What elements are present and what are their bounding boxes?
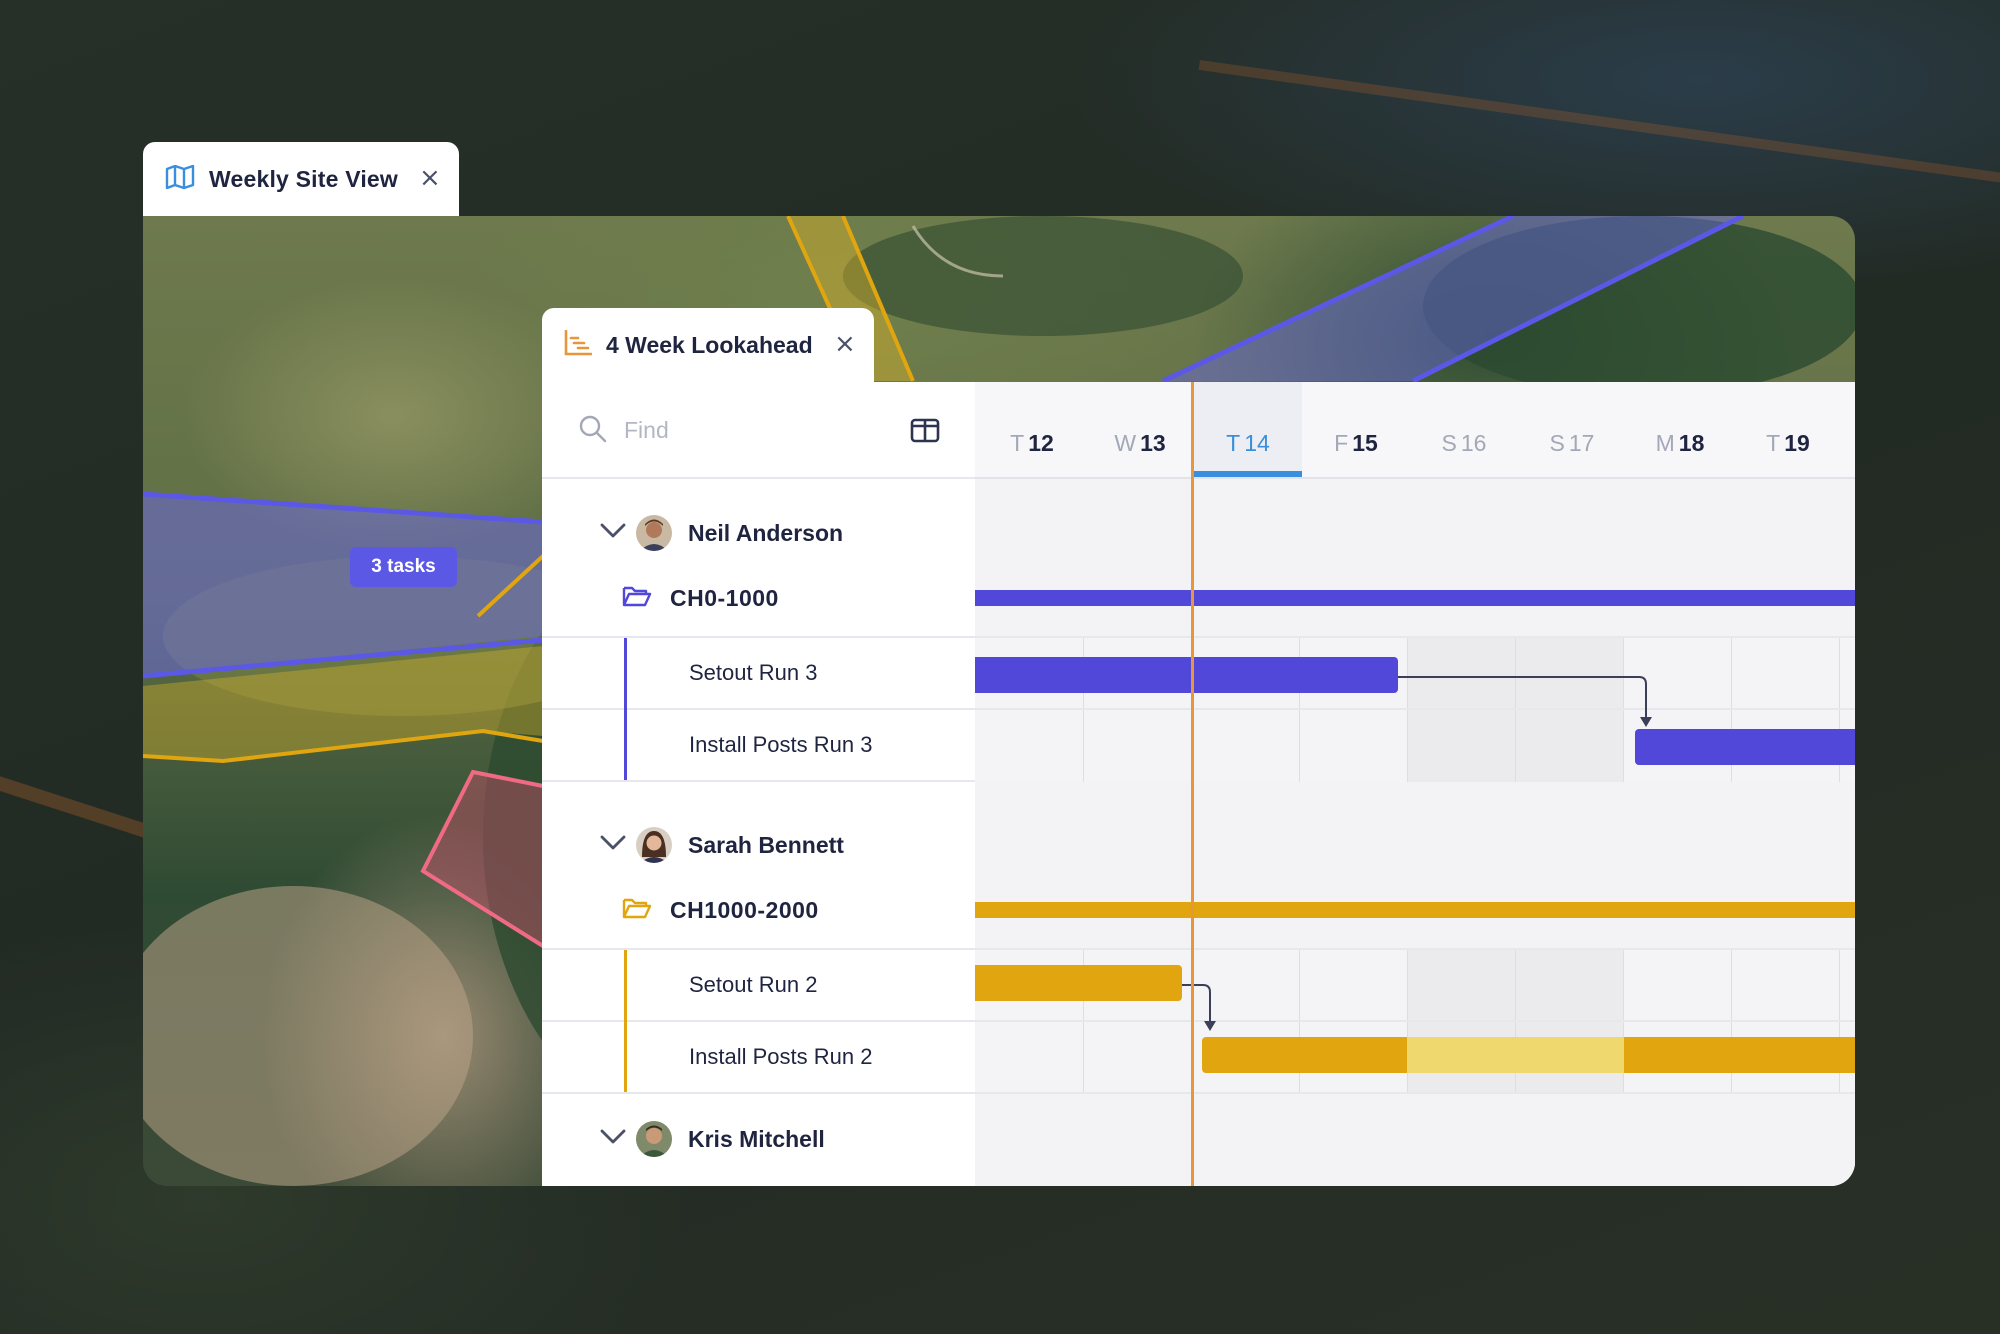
divider — [542, 1092, 975, 1094]
person-name: Neil Anderson — [688, 519, 844, 546]
day-column-today[interactable]: T 14 — [1226, 430, 1270, 456]
weekend-segment — [1407, 1037, 1624, 1073]
person-name: Kris Mitchell — [688, 1125, 825, 1152]
current-time-line — [1191, 382, 1194, 1186]
tasks-count-badge[interactable]: 3 tasks — [350, 547, 457, 587]
dependency-arrow — [1182, 984, 1216, 1031]
avatar — [636, 515, 672, 551]
group-summary-bar[interactable] — [975, 590, 1855, 606]
person-row[interactable]: Sarah Bennett — [542, 812, 975, 878]
divider — [542, 780, 975, 782]
task-bar[interactable] — [1635, 729, 1855, 765]
avatar — [636, 1121, 672, 1157]
group-row[interactable]: CH0-1000 — [542, 570, 975, 626]
person-name: Sarah Bennett — [688, 831, 844, 858]
task-row[interactable]: Setout Run 2 — [542, 948, 975, 1020]
day-column[interactable]: T 12 — [1010, 430, 1054, 456]
tab-4-week-lookahead[interactable]: 4 Week Lookahead × — [542, 308, 874, 382]
task-tree: Neil Anderson CH0-1000 Setout Run 3 Inst… — [542, 382, 976, 1186]
person-row[interactable]: Neil Anderson — [542, 500, 975, 566]
group-line — [624, 638, 627, 780]
map-icon — [165, 164, 195, 194]
chevron-down-icon[interactable] — [600, 1129, 626, 1150]
gantt-chart-icon — [564, 329, 593, 361]
day-column[interactable]: S 17 — [1549, 430, 1595, 456]
folder-open-icon — [622, 896, 652, 925]
task-bar[interactable] — [1202, 1037, 1855, 1073]
today-underline — [1194, 471, 1302, 477]
task-bar[interactable] — [975, 965, 1182, 1001]
day-column[interactable]: F 15 — [1334, 430, 1378, 456]
group-row[interactable]: CH1000-2000 — [542, 882, 975, 938]
folder-open-icon — [622, 584, 652, 613]
task-row[interactable]: Setout Run 3 — [542, 636, 975, 708]
day-column[interactable]: M 18 — [1655, 430, 1705, 456]
task-name: Setout Run 3 — [689, 660, 818, 685]
day-column[interactable]: S 16 — [1441, 430, 1487, 456]
chevron-down-icon[interactable] — [600, 523, 626, 544]
today-highlight — [1194, 382, 1302, 477]
close-icon[interactable]: × — [834, 329, 856, 359]
day-column[interactable]: T 19 — [1766, 430, 1810, 456]
task-name: Install Posts Run 3 — [689, 732, 873, 757]
person-row[interactable]: Kris Mitchell — [542, 1106, 975, 1172]
day-column[interactable]: W 13 — [1114, 430, 1166, 456]
tab-title: Weekly Site View — [209, 165, 399, 192]
close-icon[interactable]: × — [419, 163, 441, 193]
avatar — [636, 827, 672, 863]
group-line — [624, 950, 627, 1092]
search-bar — [542, 382, 975, 479]
tab-title: 4 Week Lookahead — [606, 331, 813, 358]
task-name: Setout Run 2 — [689, 972, 818, 997]
task-row[interactable]: Install Posts Run 3 — [542, 708, 975, 780]
search-icon — [578, 414, 608, 449]
task-band — [975, 1092, 1855, 1186]
dependency-arrow — [1398, 676, 1652, 727]
group-name: CH0-1000 — [670, 584, 779, 611]
split-view-icon[interactable] — [910, 418, 940, 449]
search-input[interactable] — [622, 412, 876, 448]
group-summary-bar[interactable] — [975, 902, 1855, 918]
task-bar[interactable] — [975, 657, 1398, 693]
tab-weekly-site-view[interactable]: Weekly Site View × — [143, 142, 459, 216]
task-row[interactable]: Install Posts Run 2 — [542, 1020, 975, 1092]
task-name: Install Posts Run 2 — [689, 1044, 873, 1069]
timeline: T 12 W 13 T 14 F 15 S 16 S 17 M 18 T 19 — [975, 382, 1855, 1186]
group-name: CH1000-2000 — [670, 896, 819, 923]
gantt-panel: Neil Anderson CH0-1000 Setout Run 3 Inst… — [542, 382, 1855, 1186]
timeline-header: T 12 W 13 T 14 F 15 S 16 S 17 M 18 T 19 — [975, 382, 1855, 479]
chevron-down-icon[interactable] — [600, 835, 626, 856]
